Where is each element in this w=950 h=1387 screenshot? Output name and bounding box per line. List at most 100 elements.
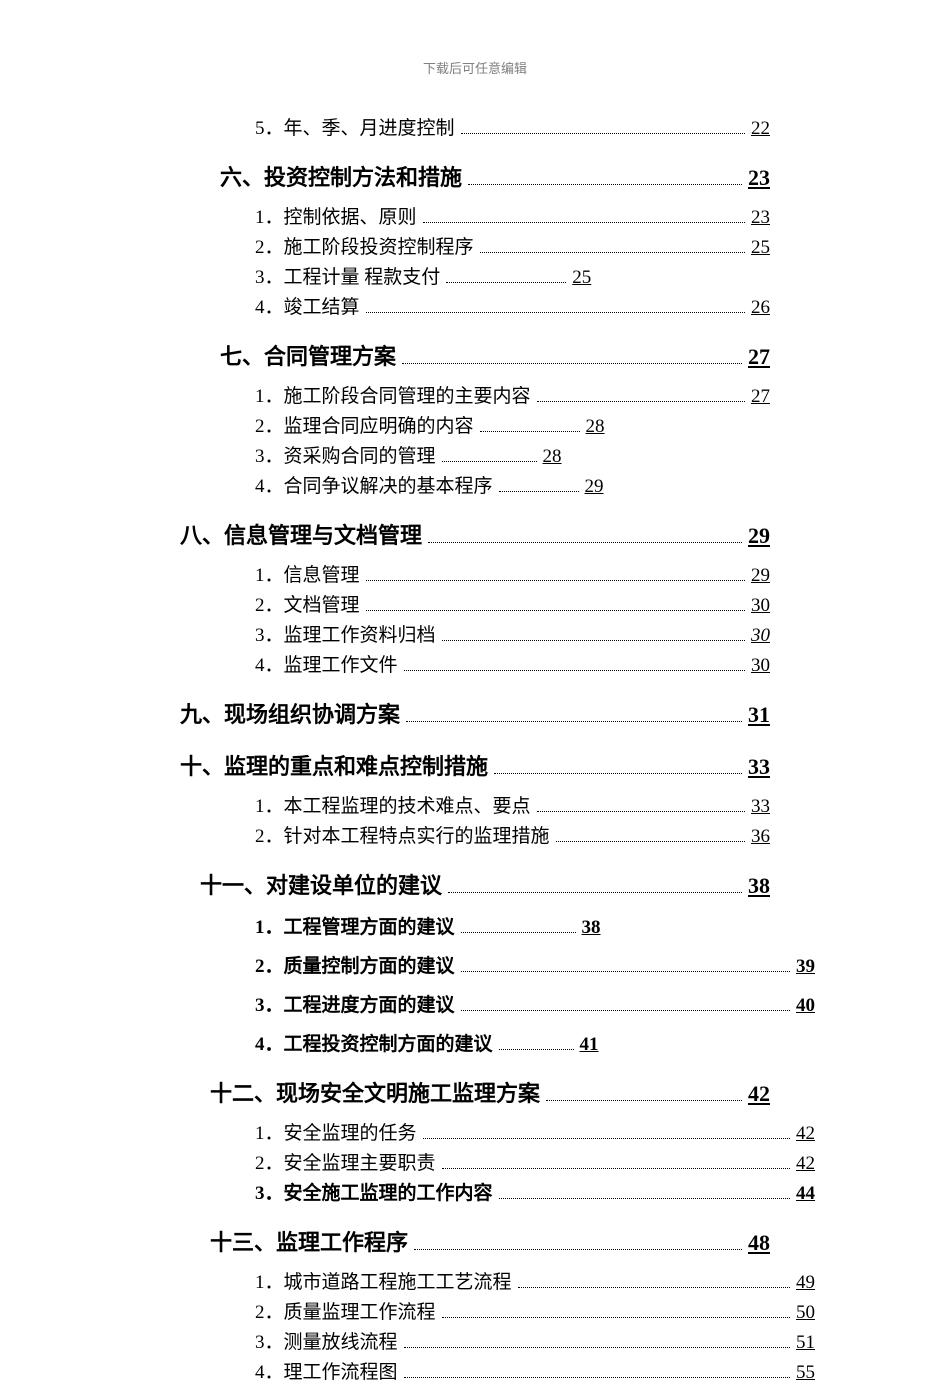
toc-number: 1． xyxy=(255,560,284,587)
toc-leader xyxy=(442,1317,790,1318)
toc-page: 39 xyxy=(796,956,815,978)
toc-text: 安全施工监理的工作内容 xyxy=(284,1178,493,1205)
toc-text: 现场组织协调方案 xyxy=(224,697,400,729)
toc-leader xyxy=(366,610,745,611)
toc-line: 九、现场组织协调方案31 xyxy=(180,697,770,729)
toc-leader xyxy=(468,184,742,185)
toc-text: 监理的重点和难点控制措施 xyxy=(224,749,488,781)
toc-leader xyxy=(423,1138,790,1139)
toc-number: 1． xyxy=(255,202,284,229)
toc-number: 3． xyxy=(255,1327,284,1354)
toc-page: 31 xyxy=(748,702,770,728)
toc-number: 十一、 xyxy=(200,868,266,900)
toc-page: 23 xyxy=(751,207,770,229)
toc-leader xyxy=(461,1010,790,1011)
toc-leader xyxy=(414,1249,742,1250)
toc-page: 50 xyxy=(796,1302,815,1324)
toc-page: 30 xyxy=(751,655,770,677)
toc-number: 3． xyxy=(255,1178,284,1205)
toc-leader xyxy=(366,580,745,581)
toc-text: 年、季、月进度控制 xyxy=(284,113,455,140)
toc-number: 2． xyxy=(255,232,284,259)
toc-number: 2． xyxy=(255,1148,284,1175)
toc-number: 1． xyxy=(255,1118,284,1145)
toc-page: 30 xyxy=(751,625,770,647)
toc-text: 现场安全文明施工监理方案 xyxy=(276,1076,540,1108)
toc-line: 十、监理的重点和难点控制措施33 xyxy=(180,749,770,781)
toc-leader xyxy=(518,1287,790,1288)
toc-page: 28 xyxy=(586,416,605,438)
toc-number: 1． xyxy=(255,912,284,939)
toc-leader xyxy=(480,431,580,432)
toc-number: 1． xyxy=(255,1267,284,1294)
toc-line: 2．针对本工程特点实行的监理措施36 xyxy=(255,821,770,848)
toc-text: 监理工作程序 xyxy=(276,1225,408,1257)
toc-text: 针对本工程特点实行的监理措施 xyxy=(284,821,550,848)
toc-page: 22 xyxy=(751,118,770,140)
toc-number: 4． xyxy=(255,650,284,677)
toc-text: 施工阶段合同管理的主要内容 xyxy=(284,381,531,408)
toc-text: 合同争议解决的基本程序 xyxy=(284,471,493,498)
toc-line: 2．质量控制方面的建议 39 xyxy=(255,951,815,978)
toc-text: 理工作流程图 xyxy=(284,1357,398,1384)
toc-number: 十二、 xyxy=(210,1076,276,1108)
toc-page: 41 xyxy=(580,1034,599,1056)
toc-line: 1．城市道路工程施工工艺流程49 xyxy=(255,1267,815,1294)
toc-leader xyxy=(404,1347,790,1348)
toc-leader xyxy=(480,252,745,253)
toc-number: 2． xyxy=(255,951,284,978)
toc-page: 36 xyxy=(751,826,770,848)
toc-text: 质量控制方面的建议 xyxy=(284,951,455,978)
toc-page: 42 xyxy=(796,1123,815,1145)
toc-line: 1．控制依据、原则 23 xyxy=(255,202,770,229)
toc-line: 十一、对建设单位的建议38 xyxy=(200,868,770,900)
toc-text: 工程投资控制方面的建议 xyxy=(284,1029,493,1056)
toc-page: 49 xyxy=(796,1272,815,1294)
toc-page: 28 xyxy=(543,446,562,468)
toc-line: 六、投资控制方法和措施23 xyxy=(220,160,770,192)
toc-number: 2． xyxy=(255,1297,284,1324)
toc-line: 七、合同管理方案27 xyxy=(220,339,770,371)
toc-page: 27 xyxy=(751,386,770,408)
toc-leader xyxy=(428,542,742,543)
toc-text: 监理合同应明确的内容 xyxy=(284,411,474,438)
toc-line: 3．安全施工监理的工作内容 44 xyxy=(255,1178,815,1205)
toc-number: 2． xyxy=(255,590,284,617)
toc-text: 监理工作资料归档 xyxy=(284,620,436,647)
page-header: 下载后可任意编辑 xyxy=(0,58,950,77)
toc-text: 合同管理方案 xyxy=(264,339,396,371)
toc-number: 2． xyxy=(255,411,284,438)
toc-page: 38 xyxy=(582,917,601,939)
toc-line: 3．工程进度方面的建议 40 xyxy=(255,990,815,1017)
toc-leader xyxy=(404,1377,790,1378)
toc-line: 3．测量放线流程51 xyxy=(255,1327,815,1354)
toc-page: 25 xyxy=(751,237,770,259)
toc-line: 1．本工程监理的技术难点、要点33 xyxy=(255,791,770,818)
toc-page: 44 xyxy=(796,1183,815,1205)
toc-text: 安全监理的任务 xyxy=(284,1118,417,1145)
toc-text: 工程计量 程款支付 xyxy=(284,262,441,289)
toc-leader xyxy=(461,133,745,134)
toc-leader xyxy=(461,932,576,933)
toc-line: 十三、监理工作程序48 xyxy=(210,1225,770,1257)
toc-text: 投资控制方法和措施 xyxy=(264,160,462,192)
toc-page: 42 xyxy=(748,1081,770,1107)
toc-number: 3． xyxy=(255,990,284,1017)
toc-leader xyxy=(366,312,745,313)
toc-leader xyxy=(556,841,745,842)
toc-leader xyxy=(442,1168,790,1169)
toc-number: 4． xyxy=(255,292,284,319)
toc-leader xyxy=(537,401,745,402)
toc-text: 工程进度方面的建议 xyxy=(284,990,455,1017)
toc-text: 控制依据、原则 xyxy=(284,202,417,229)
toc-text: 工程管理方面的建议 xyxy=(284,912,455,939)
toc-leader xyxy=(404,670,745,671)
toc-line: 1．施工阶段合同管理的主要内容27 xyxy=(255,381,770,408)
toc-text: 安全监理主要职责 xyxy=(284,1148,436,1175)
toc-leader xyxy=(442,640,745,641)
toc-leader xyxy=(442,461,537,462)
toc-line: 1．信息管理29 xyxy=(255,560,770,587)
toc-text: 文档管理 xyxy=(284,590,360,617)
toc-leader xyxy=(461,971,790,972)
toc-page: 40 xyxy=(796,995,815,1017)
